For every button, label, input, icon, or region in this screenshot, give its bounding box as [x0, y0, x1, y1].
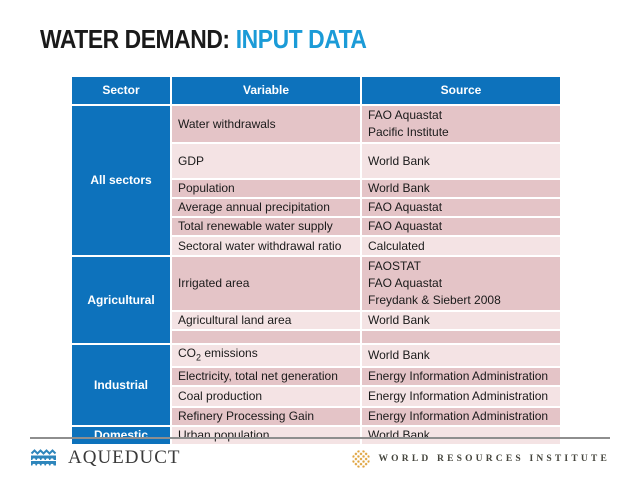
variable-cell — [170, 329, 362, 345]
footer-divider — [30, 437, 610, 439]
table-row: All sectors Water withdrawals FAO Aquast… — [70, 104, 562, 257]
table-row: Agricultural Irrigated area FAOSTAT FAO … — [70, 255, 562, 345]
source-cell: Energy Information Administration — [360, 406, 562, 428]
table-row: Total renewable water supply FAO Aquasta… — [71, 216, 562, 237]
variable-cell: Agricultural land area — [170, 310, 362, 331]
table-row: Average annual precipitation FAO Aquasta… — [71, 197, 562, 218]
source-cell: FAOSTAT FAO Aquastat Freydank & Siebert … — [360, 255, 562, 312]
sector-cell: Industrial — [70, 342, 172, 428]
variable-cell: GDP — [170, 142, 362, 180]
variable-cell: Average annual precipitation — [170, 197, 362, 218]
variable-cell: CO2 emissions — [170, 342, 362, 369]
source-cell: FAO Aquastat — [360, 216, 562, 237]
source-cell: World Bank — [360, 425, 562, 447]
title-highlight: INPUT DATA — [235, 24, 367, 54]
wri-label: WORLD RESOURCES INSTITUTE — [378, 454, 610, 464]
aqueduct-logo: AQUEDUCT — [30, 447, 181, 469]
table-row — [71, 329, 562, 345]
rosette-icon — [348, 446, 375, 472]
input-data-table: Sector Variable Source All sectors Water… — [70, 75, 562, 447]
co2-text: CO — [178, 346, 196, 360]
sector-cell: All sectors — [70, 104, 172, 257]
variable-cell: Electricity, total net generation — [170, 366, 362, 388]
variable-cell: Refinery Processing Gain — [170, 406, 362, 428]
table-row: Refinery Processing Gain Energy Informat… — [71, 406, 562, 428]
aqueduct-label: AQUEDUCT — [68, 447, 181, 468]
source-cell: Energy Information Administration — [360, 385, 562, 409]
column-header-source: Source — [360, 75, 562, 106]
table-row: Sectoral water withdrawal ratio Calculat… — [71, 235, 562, 257]
table-row: Domestic Urban population World Bank — [70, 425, 562, 447]
variable-cell: Total renewable water supply — [170, 216, 362, 237]
source-cell: World Bank — [360, 310, 562, 331]
source-cell: Calculated — [360, 235, 562, 257]
header-row: Sector Variable Source — [70, 75, 562, 106]
source-cell: World Bank — [360, 142, 562, 180]
variable-cell: Urban population — [170, 425, 362, 447]
sector-cell: Agricultural — [70, 255, 172, 345]
variable-cell: Sectoral water withdrawal ratio — [170, 235, 362, 257]
table-row: Agricultural land area World Bank — [71, 310, 562, 331]
title-prefix: WATER DEMAND: — [40, 24, 230, 54]
sector-cell: Domestic — [70, 425, 172, 447]
wri-logo: WORLD RESOURCES INSTITUTE — [348, 446, 610, 472]
co2-text-rest: emissions — [201, 346, 258, 360]
page-title: WATER DEMAND: INPUT DATA — [40, 24, 367, 55]
variable-cell: Population — [170, 178, 362, 199]
variable-cell: Coal production — [170, 385, 362, 409]
source-cell: FAO Aquastat Pacific Institute — [360, 104, 562, 144]
source-cell: FAO Aquastat — [360, 197, 562, 218]
table-row: Electricity, total net generation Energy… — [71, 366, 562, 388]
source-cell: Energy Information Administration — [360, 366, 562, 388]
source-cell — [360, 329, 562, 345]
table-row: GDP World Bank — [71, 142, 562, 180]
table-row: Coal production Energy Information Admin… — [71, 385, 562, 409]
variable-cell: Water withdrawals — [170, 104, 362, 144]
table-row: Industrial CO2 emissions World Bank — [70, 342, 562, 428]
table-row: Population World Bank — [71, 178, 562, 199]
column-header-variable: Variable — [170, 75, 362, 106]
source-cell: World Bank — [360, 342, 562, 369]
aqueduct-bridge-icon — [30, 449, 62, 468]
source-cell: World Bank — [360, 178, 562, 199]
co2-subscript: 2 — [196, 352, 202, 363]
column-header-sector: Sector — [70, 75, 172, 106]
variable-cell: Irrigated area — [170, 255, 362, 312]
